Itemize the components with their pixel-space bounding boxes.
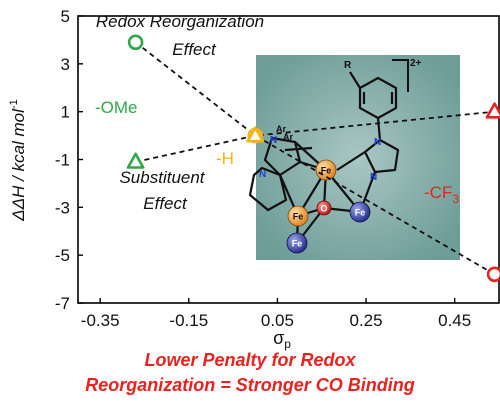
trend-lines [135,41,496,276]
y-tick-label: -5 [55,246,70,265]
charge-bracket [392,59,409,92]
fe-atom-label: Fe [321,166,332,176]
data-markers [126,34,500,283]
molecule-inset: R 2+ Ar Ar N N N N Fe Fe Fe Fe O [248,55,460,260]
substituent-label-line2: Effect [143,194,188,213]
o-atom [316,200,332,216]
cf3-label: -CF3 [424,183,459,206]
caption-line1: Lower Penalty for Redox [144,350,356,370]
y-tick-label: -1 [55,151,70,170]
x-tick-label: 0.25 [350,311,383,330]
y-tick-label: -7 [55,294,70,313]
fe-atom-label: Fe [292,239,303,249]
ome-label: -OMe [95,98,138,117]
substituent-label-line1: Substituent [119,168,205,187]
aryl-label-1: Ar [276,124,286,134]
nitrogen-label: N [270,135,277,146]
caption-line2: Reorganization = Stronger CO Binding [85,375,415,395]
nitrogen-label: N [259,169,266,180]
nitrogen-label: N [374,137,381,148]
triangle-marker [126,152,145,169]
h-label: -H [216,149,234,168]
axis-ticks: -0.35 -0.15 0.05 0.25 0.45 5 3 1 -1 -3 -5 -7 [55,7,471,330]
fe-atom-label: Fe [355,208,366,218]
circle-marker [486,266,500,283]
redox-label-line2: Effect [172,40,217,59]
y-axis-title-main: ΔΔH / kcal mol [9,108,28,222]
cf3-text: -CF [424,183,452,202]
redox-label-line1: Redox Reorganization [96,12,264,31]
x-tick-label: 0.05 [261,311,294,330]
charge-label: 2+ [410,58,422,69]
fe-atom-right [349,201,371,223]
fe-atom-label: Fe [293,212,304,222]
trend-line-series-2 [135,110,495,163]
x-tick-label: 0.45 [438,311,471,330]
triangle-marker [246,126,265,143]
y-axis-title-sup: -1 [8,99,20,109]
triangle-marker [485,102,500,119]
y-axis-title: ΔΔH / kcal mol-1 [8,99,28,221]
o-atom-label: O [320,204,327,214]
substituent-r-label: R [344,60,352,71]
x-axis-title: σp [273,328,291,351]
fe-atom-left [287,205,309,227]
y-tick-label: 3 [61,55,70,74]
y-tick-label: 5 [61,7,70,26]
fe-atom-center [315,159,337,181]
x-axis-title-sub: p [284,337,291,351]
y-tick-label: -3 [55,198,70,217]
trend-line-series-1 [135,41,496,276]
cf3-subscript: 3 [452,192,459,206]
nitrogen-label: N [370,172,377,183]
x-tick-label: -0.35 [81,311,120,330]
y-tick-label: 1 [61,103,70,122]
x-axis-title-main: σ [273,328,284,348]
circle-marker [127,34,144,51]
aryl-label-2: Ar [283,132,293,142]
fe-atom-bottom [286,232,308,254]
x-tick-label: -0.15 [169,311,208,330]
